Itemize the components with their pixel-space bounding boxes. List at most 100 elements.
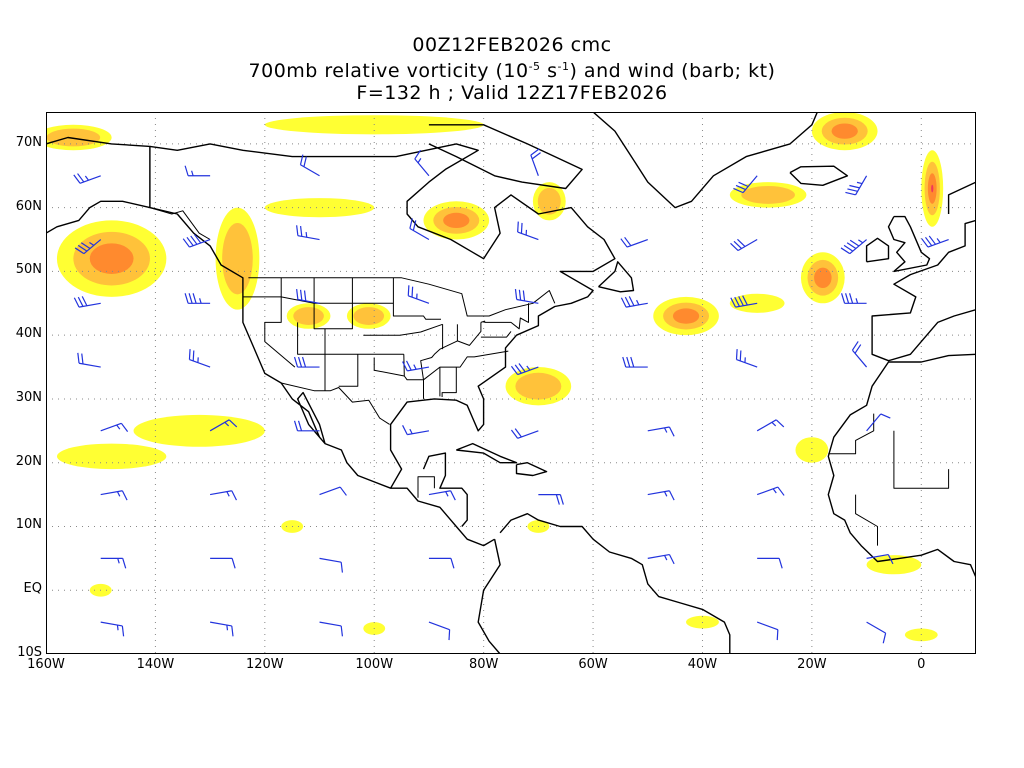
wind-barb-flag [450, 490, 456, 501]
wind-barb-staff [855, 175, 868, 196]
coastline-britain [887, 215, 931, 273]
wind-barb-flag [192, 350, 195, 361]
wind-barb-flag [559, 494, 564, 505]
wind-barb-staff [626, 238, 648, 248]
wind-barb-staff [756, 419, 777, 432]
wind-barb-flag [231, 625, 234, 637]
vorticity-feature-baja-band [133, 414, 265, 447]
wind-barb-flag [81, 296, 88, 306]
vorticity-feature-east-atlantic [800, 252, 845, 304]
vorticity-feature-gulf-of-alaska-band [215, 207, 260, 310]
border-state-lines-17 [480, 331, 512, 338]
coastline-newfoundland [598, 261, 635, 293]
wind-barb-flag [517, 221, 519, 233]
wind-barb-half-flag [413, 364, 417, 370]
wind-barb-staff [78, 362, 101, 368]
wind-barb-flag [846, 242, 857, 250]
wind-barb [620, 236, 648, 248]
wind-barb-flag [303, 156, 307, 167]
title-line-1: 00Z12FEB2026 cmc [412, 34, 612, 56]
title-line-2: 700mb relative vorticity (10-5 s-1) and … [0, 56, 1024, 82]
wind-barb-flag [777, 486, 785, 496]
border-state-lines-7 [363, 323, 443, 336]
wind-barb-staff [428, 621, 450, 631]
wind-barb-flag [411, 286, 414, 298]
wind-barb [299, 154, 320, 177]
wind-barb-flag [192, 293, 197, 304]
wind-barb [840, 239, 867, 255]
wind-barb [730, 295, 758, 308]
coastline-scandinavia [947, 143, 976, 214]
wind-barb-flag [414, 149, 422, 160]
border-state-lines-6 [338, 354, 359, 387]
wind-barb-half-flag [526, 365, 531, 371]
wind-barb-flag [299, 225, 303, 237]
wind-barb [77, 352, 101, 368]
map-frame [46, 112, 976, 654]
vorticity-contour [866, 555, 922, 575]
wind-barb [188, 349, 211, 368]
wind-barb-staff [530, 154, 539, 176]
wind-barb-flag [775, 419, 785, 428]
border-state-lines-1 [264, 277, 296, 368]
wind-barb [735, 349, 758, 368]
wind-barb-staff [414, 158, 430, 177]
vorticity-contour [931, 184, 934, 193]
wind-barb-staff [210, 490, 232, 496]
wind-barb-staff [851, 349, 868, 368]
wind-barb [319, 486, 347, 496]
wind-barb-staff [647, 490, 670, 496]
wind-barb-half-flag [855, 298, 859, 304]
wind-barb-flag [849, 293, 854, 304]
coastline-north-america-west [149, 206, 495, 547]
wind-barb-flag [624, 236, 632, 247]
coastline-europe [871, 219, 976, 362]
wind-barb-half-flag [116, 424, 121, 430]
wind-barb-flag [409, 218, 413, 229]
wind-barb-flag [742, 295, 748, 306]
wind-barb [866, 413, 891, 432]
wind-barb-flag [194, 234, 202, 244]
wind-barb-flag [845, 191, 856, 196]
wind-barb-staff [100, 621, 123, 627]
longitude-tick-label: 80W [468, 657, 499, 672]
coastline-alaska [46, 136, 151, 234]
wind-barb [409, 218, 430, 241]
vorticity-contour [814, 267, 832, 288]
wind-barb-flag [81, 353, 84, 365]
wind-barb-flag [120, 422, 129, 433]
wind-barb-half-flag [116, 491, 121, 497]
wind-barb-flag [733, 240, 742, 249]
wind-barb [184, 165, 211, 177]
wind-barb-flag [668, 554, 675, 565]
wind-barb-flag [925, 236, 933, 247]
wind-barb-flag [840, 247, 851, 255]
vorticity-layer [46, 112, 944, 642]
vorticity-contour [133, 414, 265, 447]
wind-barb-flag [182, 238, 190, 248]
wind-barb-flag [297, 420, 303, 431]
wind-barb-flag [184, 165, 189, 176]
longitude-tick-label: 60W [578, 657, 608, 672]
wind-barb [210, 557, 236, 569]
wind-barb-half-flag [856, 181, 863, 185]
wind-barb-staff [647, 426, 670, 432]
wind-barb-flag [733, 187, 744, 194]
wind-barb-flag [293, 356, 299, 368]
vorticity-feature-nw-africa [795, 437, 829, 463]
border-state-lines-10 [373, 357, 405, 377]
wind-barb-flag [188, 349, 191, 360]
vorticity-contour [353, 307, 385, 325]
vorticity-contour [515, 372, 562, 400]
vorticity-contour [795, 437, 829, 463]
wind-barb-flag [80, 242, 91, 250]
coastline-iceland [789, 165, 849, 187]
wind-barb [184, 293, 211, 304]
wind-barb-flag [121, 625, 125, 637]
wind-barb-staff [866, 553, 889, 559]
wind-barb-half-flag [84, 175, 89, 181]
border-state-lines-16 [480, 303, 529, 330]
wind-barb [866, 621, 887, 644]
wind-barb-flag [74, 247, 85, 255]
wind-barb-staff [210, 621, 232, 627]
